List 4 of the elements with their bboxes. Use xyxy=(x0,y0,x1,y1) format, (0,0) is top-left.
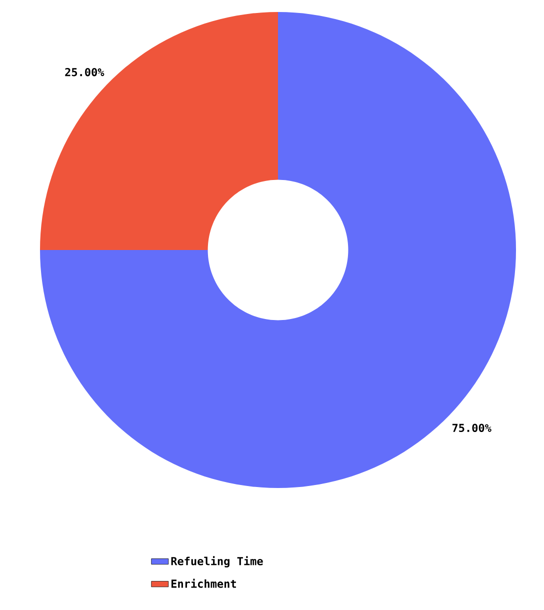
data-label: 75.00% xyxy=(452,424,492,432)
data-label: 25.00% xyxy=(65,68,104,76)
legend-label: Enrichment xyxy=(171,578,236,588)
legend-label: Refueling Time xyxy=(171,556,263,568)
